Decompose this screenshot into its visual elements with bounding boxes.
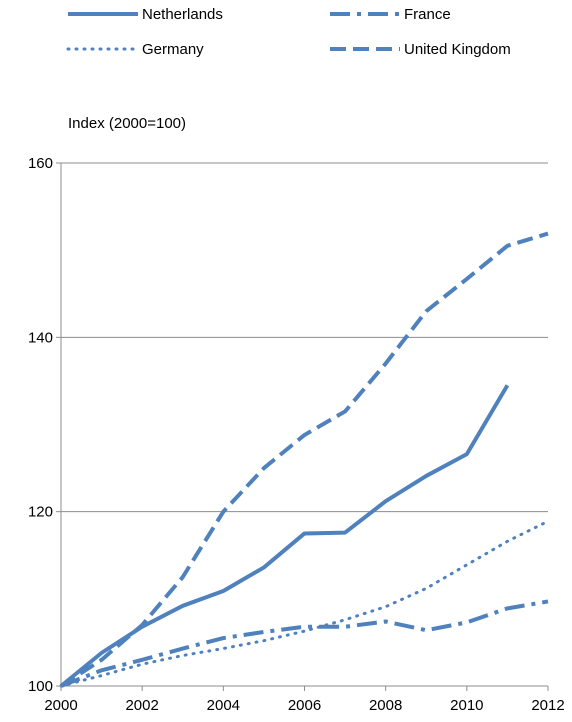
legend-label-united-kingdom: United Kingdom [404,41,511,58]
y-ticks: 100 120 140 160 [28,155,61,695]
series-line-germany [59,519,550,688]
series-line-netherlands [59,384,510,688]
y-tick-label: 140 [28,329,53,346]
y-tick-label: 100 [28,678,53,695]
legend-label-netherlands: Netherlands [142,6,223,23]
y-tick-label: 120 [28,504,53,521]
x-tick-label: 2010 [450,697,483,714]
legend-label-germany: Germany [142,41,204,58]
x-tick-label: 2002 [125,697,158,714]
x-tick-label: 2012 [531,697,564,714]
axes [60,163,548,687]
y-tick-label: 160 [28,155,53,172]
x-tick-label: 2008 [369,697,402,714]
x-tick-label: 2000 [44,697,77,714]
y-axis-label: Index (2000=100) [68,115,186,132]
x-tick-label: 2006 [288,697,321,714]
x-tick-label: 2004 [207,697,240,714]
legend-label-france: France [404,6,451,23]
series-lines [59,231,550,688]
series-line-france [60,599,549,688]
series-line-united-kingdom [59,231,549,688]
legend: Netherlands France Germany United Kingdom [66,6,511,58]
gridlines [61,162,548,513]
x-ticks: 2000 2002 2004 2006 2008 2010 2012 [44,686,565,714]
